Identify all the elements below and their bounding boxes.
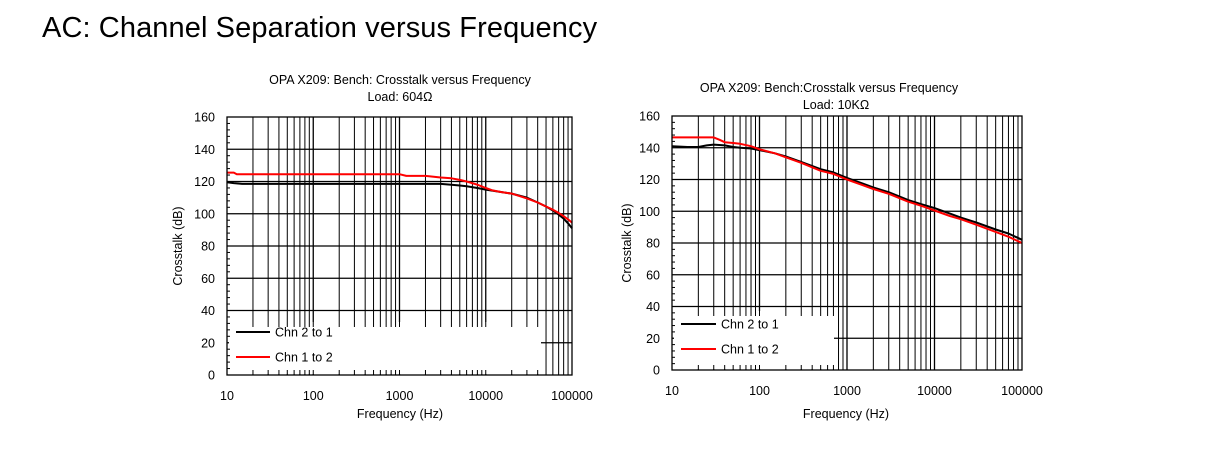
plot-frame — [226, 116, 573, 376]
series-line-chn-1-to-2 — [672, 136, 1023, 244]
chart-title: OPA X209: Bench:Crosstalk versus Frequen… — [700, 81, 959, 95]
x-tick-label: 1000 — [386, 389, 414, 403]
y-tick-label: 20 — [201, 336, 215, 350]
legend: Chn 2 to 1 Chn 1 to 2 — [229, 322, 541, 375]
y-tick-labels: 0 20 40 60 80 100 120 140 160 — [194, 111, 215, 383]
page-title: AC: Channel Separation versus Frequency — [42, 12, 598, 44]
y-axis-label: Crosstalk (dB) — [171, 206, 185, 285]
plot-frame — [671, 115, 1023, 371]
y-tick-label: 100 — [639, 205, 660, 219]
y-tick-label: 0 — [653, 364, 660, 378]
y-tick-label: 160 — [194, 111, 215, 125]
x-tick-label: 10 — [665, 384, 679, 398]
series-line-chn-2-to-1 — [671, 143, 1023, 241]
x-tick-labels: 10 100 1000 10000 100000 — [665, 384, 1043, 398]
legend-label: Chn 1 to 2 — [275, 351, 333, 365]
x-tick-label: 100000 — [1001, 384, 1043, 398]
legend-label: Chn 2 to 1 — [275, 326, 333, 340]
chart-subtitle: Load: 604Ω — [368, 90, 433, 104]
y-tick-label: 140 — [639, 141, 660, 155]
x-tick-label: 100 — [749, 384, 770, 398]
y-tick-label: 80 — [646, 237, 660, 251]
y-tick-label: 120 — [639, 173, 660, 187]
legend-box — [674, 311, 834, 369]
legend-label: Chn 1 to 2 — [721, 343, 779, 357]
y-tick-labels: 0 20 40 60 80 100 120 140 160 — [639, 110, 660, 378]
plot-border — [226, 116, 573, 376]
y-tick-label: 40 — [201, 304, 215, 318]
x-tick-label: 10000 — [468, 389, 503, 403]
y-tick-label: 0 — [208, 369, 215, 383]
series-lines — [226, 171, 573, 229]
y-tick-label: 60 — [646, 268, 660, 282]
y-tick-label: 60 — [201, 272, 215, 286]
chart-load-10k-ohm: OPA X209: Bench:Crosstalk versus Frequen… — [620, 81, 1043, 421]
legend: Chn 2 to 1 Chn 1 to 2 — [674, 311, 834, 370]
chart-load-604-ohm: OPA X209: Bench: Crosstalk versus Freque… — [171, 73, 593, 421]
x-tick-label: 100000 — [551, 389, 593, 403]
x-tick-label: 100 — [303, 389, 324, 403]
series-lines — [671, 136, 1023, 244]
x-tick-label: 1000 — [833, 384, 861, 398]
y-axis-label: Crosstalk (dB) — [620, 203, 634, 282]
y-tick-label: 120 — [194, 175, 215, 189]
grid-lines — [672, 116, 1022, 370]
y-tick-label: 100 — [194, 207, 215, 221]
chart-title: OPA X209: Bench: Crosstalk versus Freque… — [269, 73, 531, 87]
x-axis-label: Frequency (Hz) — [803, 407, 889, 421]
plot-border — [671, 115, 1023, 371]
legend-box — [229, 322, 541, 374]
y-tick-label: 160 — [639, 110, 660, 124]
chart-subtitle: Load: 10KΩ — [803, 98, 869, 112]
series-line-chn-1-to-2 — [227, 171, 573, 224]
legend-label: Chn 2 to 1 — [721, 318, 779, 332]
x-tick-label: 10000 — [917, 384, 952, 398]
x-tick-labels: 10 100 1000 10000 100000 — [220, 389, 593, 403]
y-tick-label: 140 — [194, 143, 215, 157]
y-tick-label: 40 — [646, 300, 660, 314]
y-tick-label: 80 — [201, 240, 215, 254]
x-tick-label: 10 — [220, 389, 234, 403]
x-axis-label: Frequency (Hz) — [357, 407, 443, 421]
y-tick-label: 20 — [646, 332, 660, 346]
